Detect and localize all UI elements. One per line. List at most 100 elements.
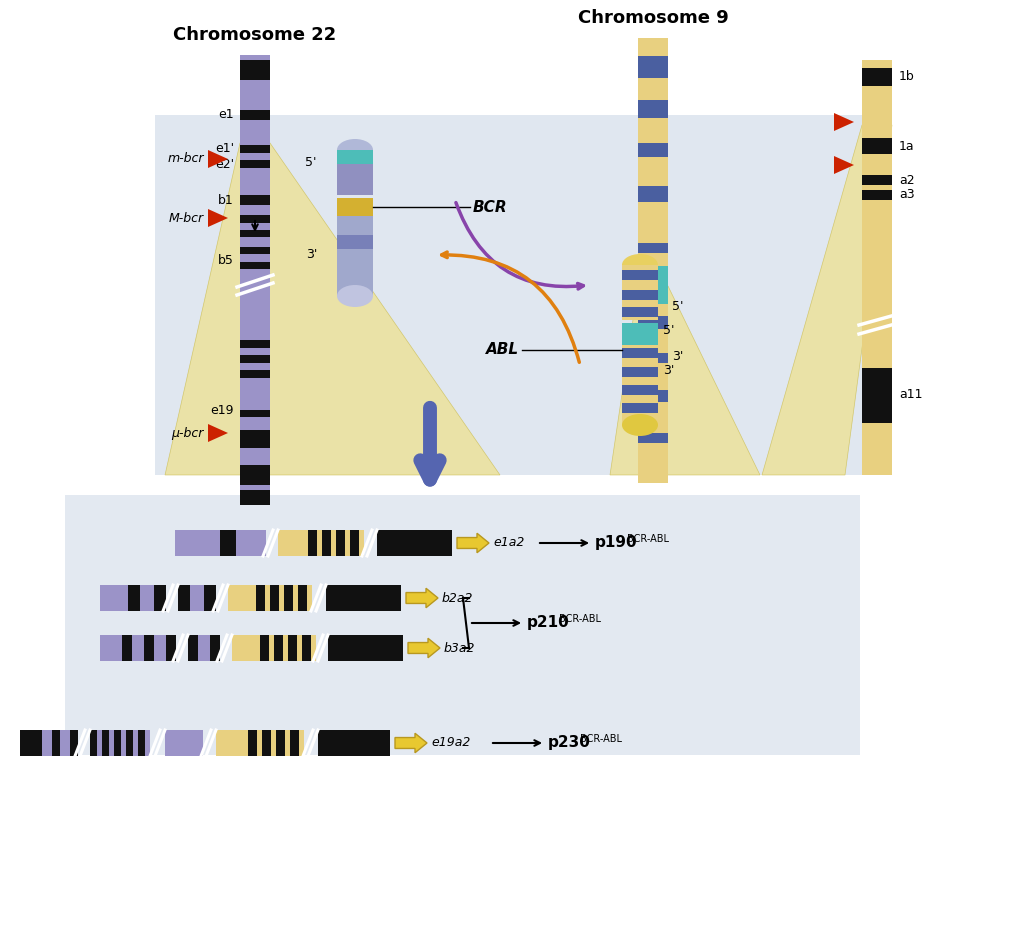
- Bar: [20, 730, 42, 756]
- Bar: [240, 110, 270, 120]
- Bar: [862, 60, 892, 475]
- Bar: [132, 635, 144, 661]
- Bar: [100, 585, 128, 611]
- Bar: [337, 235, 373, 249]
- Bar: [638, 38, 668, 483]
- Bar: [240, 195, 270, 205]
- Bar: [70, 730, 78, 756]
- Bar: [128, 585, 140, 611]
- Polygon shape: [208, 209, 228, 227]
- FancyArrow shape: [408, 638, 440, 658]
- Bar: [271, 730, 276, 756]
- Bar: [337, 150, 373, 195]
- Text: e19: e19: [211, 403, 234, 416]
- Bar: [276, 730, 285, 756]
- Bar: [622, 345, 658, 425]
- Bar: [285, 730, 290, 756]
- Bar: [279, 585, 284, 611]
- Text: BCR-ABL: BCR-ABL: [580, 734, 622, 744]
- Bar: [240, 262, 270, 269]
- Text: μ-bcr: μ-bcr: [172, 426, 204, 439]
- Bar: [240, 60, 270, 80]
- Bar: [337, 216, 373, 296]
- Bar: [290, 730, 299, 756]
- Ellipse shape: [337, 139, 373, 161]
- Text: 5': 5': [663, 324, 675, 337]
- Bar: [270, 585, 279, 611]
- Bar: [302, 635, 311, 661]
- FancyArrow shape: [406, 588, 438, 608]
- Text: BCR-ABL: BCR-ABL: [627, 534, 669, 544]
- Text: BCR-ABL: BCR-ABL: [559, 614, 601, 624]
- Bar: [638, 56, 668, 78]
- Bar: [240, 230, 270, 237]
- FancyArrow shape: [457, 533, 489, 553]
- Ellipse shape: [622, 414, 658, 436]
- Bar: [638, 266, 668, 304]
- Text: e1': e1': [215, 142, 234, 155]
- Bar: [622, 265, 658, 320]
- Bar: [210, 635, 220, 661]
- Polygon shape: [610, 286, 760, 475]
- Bar: [257, 730, 262, 756]
- Bar: [328, 635, 403, 661]
- Bar: [622, 348, 658, 358]
- Bar: [240, 490, 270, 505]
- Bar: [288, 635, 297, 661]
- Bar: [114, 730, 121, 756]
- Bar: [377, 530, 452, 556]
- Bar: [308, 530, 317, 556]
- Bar: [60, 730, 70, 756]
- Bar: [265, 585, 270, 611]
- Bar: [278, 530, 308, 556]
- Bar: [198, 635, 210, 661]
- Text: e2': e2': [215, 157, 234, 170]
- Bar: [109, 730, 114, 756]
- Bar: [862, 175, 892, 185]
- Text: 5': 5': [305, 155, 317, 168]
- Bar: [622, 270, 658, 280]
- Bar: [322, 530, 331, 556]
- Polygon shape: [165, 143, 500, 475]
- Bar: [622, 385, 658, 395]
- Text: 1b: 1b: [899, 70, 914, 83]
- Ellipse shape: [337, 285, 373, 307]
- Text: p210: p210: [527, 615, 569, 631]
- Text: Chromosome 22: Chromosome 22: [173, 26, 337, 44]
- Text: p230: p230: [548, 735, 591, 750]
- Bar: [188, 635, 198, 661]
- Bar: [52, 730, 60, 756]
- Bar: [90, 730, 97, 756]
- Bar: [122, 635, 132, 661]
- Bar: [190, 585, 204, 611]
- Bar: [236, 530, 266, 556]
- Bar: [350, 530, 359, 556]
- Bar: [126, 730, 133, 756]
- Bar: [638, 353, 668, 363]
- Bar: [622, 323, 658, 345]
- Bar: [240, 160, 270, 168]
- Text: b1: b1: [218, 193, 234, 206]
- Bar: [337, 198, 373, 216]
- Bar: [622, 307, 658, 317]
- Text: b3a2: b3a2: [444, 642, 475, 655]
- Bar: [284, 585, 293, 611]
- Text: p190: p190: [595, 536, 638, 550]
- Text: a11: a11: [899, 388, 923, 401]
- Polygon shape: [208, 424, 228, 442]
- Text: 1a: 1a: [899, 140, 914, 153]
- Bar: [283, 635, 288, 661]
- Bar: [862, 368, 892, 423]
- Bar: [97, 730, 102, 756]
- Bar: [42, 730, 52, 756]
- Bar: [240, 410, 270, 417]
- Bar: [862, 138, 892, 154]
- Bar: [155, 115, 885, 475]
- Bar: [121, 730, 126, 756]
- Text: e1a2: e1a2: [493, 536, 524, 549]
- Bar: [622, 290, 658, 300]
- Bar: [240, 465, 270, 485]
- Text: m-bcr: m-bcr: [168, 153, 204, 166]
- Bar: [240, 340, 270, 348]
- Bar: [331, 530, 336, 556]
